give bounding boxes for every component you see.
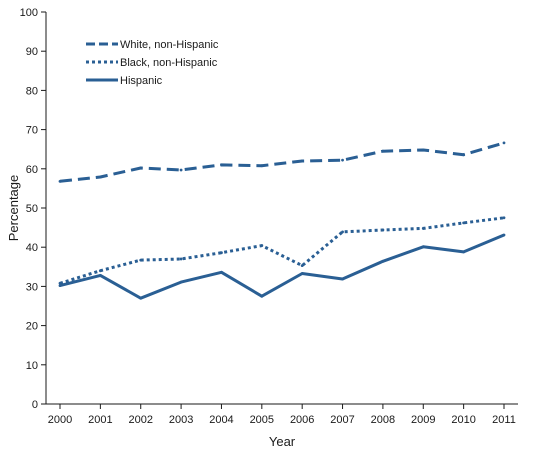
legend: White, non-Hispanic Black, non-Hispanic Hi… xyxy=(86,39,219,87)
data-point-black-non-hispanic xyxy=(421,226,425,230)
x-ticks: 2000 2001 2002 2003 2004 2005 2006 2007 2008 2009… xyxy=(48,404,516,426)
data-point-white-non-hispanic xyxy=(220,163,223,167)
data-point-black-non-hispanic xyxy=(139,258,143,262)
legend-label-white-non-hispanic: White, non-Hispanic xyxy=(120,39,219,51)
data-point-white-non-hispanic xyxy=(58,179,62,183)
x-tick-label: 2008 xyxy=(371,414,395,426)
data-point-white-non-hispanic xyxy=(98,175,102,179)
data-point-black-non-hispanic xyxy=(462,221,466,225)
data-point-white-non-hispanic xyxy=(179,168,183,172)
data-point-white-non-hispanic xyxy=(341,158,344,162)
x-tick-label: 2004 xyxy=(209,414,233,426)
data-point-black-non-hispanic xyxy=(381,228,385,232)
data-point-hispanic xyxy=(300,272,304,275)
x-tick-label: 2010 xyxy=(451,414,475,426)
data-point-hispanic xyxy=(58,284,62,288)
x-tick-label: 2006 xyxy=(290,414,314,426)
y-tick-label: 80 xyxy=(26,85,38,97)
x-tick-label: 2007 xyxy=(330,414,354,426)
y-tick-label: 30 xyxy=(26,281,38,293)
data-point-hispanic xyxy=(462,250,466,254)
data-point-hispanic xyxy=(502,233,506,237)
y-tick-label: 0 xyxy=(32,399,38,411)
y-tick-label: 100 xyxy=(20,7,38,19)
data-point-hispanic xyxy=(381,259,385,263)
data-point-white-non-hispanic xyxy=(421,148,425,152)
y-tick-label: 20 xyxy=(26,321,38,333)
data-point-white-non-hispanic xyxy=(300,159,304,163)
y-tick-label: 60 xyxy=(26,164,38,176)
y-tick-label: 10 xyxy=(26,360,38,372)
data-point-hispanic xyxy=(98,274,102,277)
data-point-white-non-hispanic xyxy=(381,149,385,153)
y-tick-label: 70 xyxy=(26,125,38,137)
data-point-black-non-hispanic xyxy=(179,257,183,261)
data-point-hispanic xyxy=(220,270,223,274)
x-tick-label: 2003 xyxy=(169,414,193,426)
x-tick-label: 2005 xyxy=(250,414,274,426)
y-axis-title: Percentage xyxy=(6,175,21,242)
x-tick-label: 2000 xyxy=(48,414,72,426)
data-point-hispanic xyxy=(179,280,183,284)
x-tick-label: 2011 xyxy=(492,414,516,426)
y-ticks: 0 10 20 30 40 50 60 70 80 90 100 xyxy=(20,7,46,411)
data-point-black-non-hispanic xyxy=(260,244,264,248)
y-tick-label: 50 xyxy=(26,203,38,215)
data-point-white-non-hispanic xyxy=(462,153,466,157)
data-point-white-non-hispanic xyxy=(502,141,506,145)
legend-label-hispanic: Hispanic xyxy=(120,75,163,87)
data-point-hispanic xyxy=(139,296,143,300)
series-line-white-non-hispanic xyxy=(59,141,505,183)
x-tick-label: 2009 xyxy=(411,414,435,426)
x-tick-label: 2002 xyxy=(128,414,152,426)
data-point-hispanic xyxy=(341,277,344,281)
series-lines xyxy=(58,141,506,300)
x-axis-title: Year xyxy=(269,434,296,449)
series-line-black-non-hispanic xyxy=(59,216,505,285)
data-point-hispanic xyxy=(260,294,264,298)
legend-label-black-non-hispanic: Black, non-Hispanic xyxy=(120,57,218,69)
data-point-black-non-hispanic xyxy=(341,230,344,234)
data-point-black-non-hispanic xyxy=(220,251,223,255)
x-tick-label: 2001 xyxy=(88,414,112,426)
y-tick-label: 90 xyxy=(26,46,38,58)
data-point-black-non-hispanic xyxy=(98,269,102,273)
data-point-hispanic xyxy=(421,245,425,249)
data-point-black-non-hispanic xyxy=(300,264,304,268)
data-point-white-non-hispanic xyxy=(260,164,264,168)
axes xyxy=(45,12,518,405)
data-point-white-non-hispanic xyxy=(139,166,143,170)
y-tick-label: 40 xyxy=(26,242,38,254)
series-line-hispanic xyxy=(59,233,505,300)
data-point-black-non-hispanic xyxy=(502,216,506,220)
